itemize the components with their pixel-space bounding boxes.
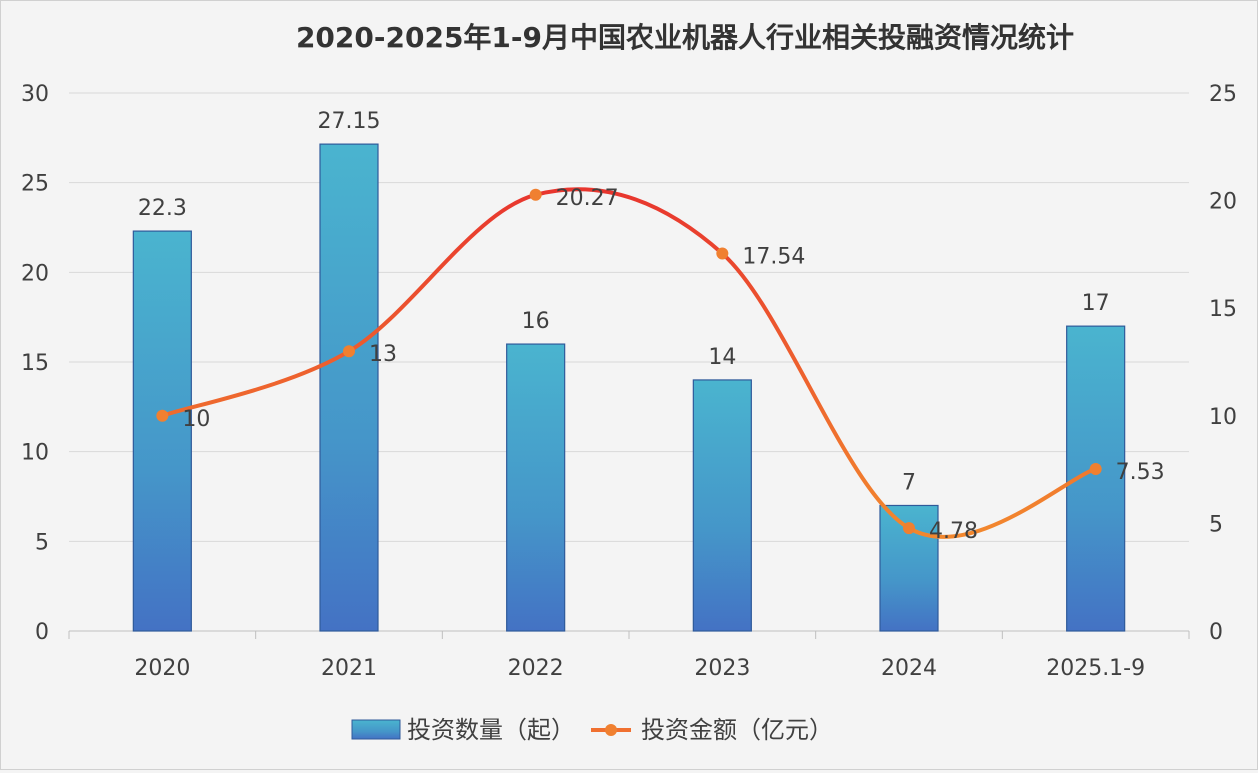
x-tick-label: 2020 [134, 656, 190, 681]
bar [319, 143, 379, 632]
line-point [343, 345, 355, 358]
bar [692, 379, 752, 632]
y-right-tick-label: 20 [1209, 190, 1237, 215]
legend-line-marker [605, 724, 617, 736]
chart-title: 2020-2025年1-9月中国农业机器人行业相关投融资情况统计 [296, 21, 1074, 54]
x-tick-label: 2025.1-9 [1046, 656, 1145, 681]
legend-bar-label: 投资数量（起） [407, 716, 575, 744]
bar-data-label: 16 [522, 309, 550, 334]
bar [506, 343, 566, 632]
y-right-tick-label: 10 [1209, 405, 1237, 430]
y-right-tick-label: 25 [1209, 82, 1237, 107]
y-left-tick-label: 5 [35, 530, 49, 555]
y-left-tick-label: 25 [21, 172, 49, 197]
bar-data-label: 7 [902, 470, 916, 495]
line-point [716, 247, 729, 260]
bar-data-label: 14 [708, 345, 736, 370]
line-data-label: 7.53 [1116, 460, 1165, 485]
y-right-tick-label: 5 [1209, 512, 1223, 537]
y-left-tick-label: 10 [21, 441, 49, 466]
bar [132, 230, 192, 632]
legend-bar-swatch [351, 719, 401, 740]
line-point [903, 522, 915, 535]
line-point [156, 409, 169, 422]
y-left-tick-label: 15 [21, 351, 49, 376]
line-point [1089, 462, 1102, 475]
legend: 投资数量（起） 投资金额（亿元） [351, 716, 833, 744]
y-right-tick-label: 0 [1209, 620, 1223, 645]
line-data-label: 10 [182, 407, 210, 432]
y-right-tick-label: 15 [1209, 297, 1237, 322]
bar-data-label: 22.3 [138, 196, 187, 221]
legend-line-label: 投资金额（亿元） [641, 716, 833, 744]
y-left-tick-label: 30 [21, 82, 49, 107]
x-tick-label: 2022 [508, 656, 564, 681]
line-data-label: 20.27 [556, 186, 619, 211]
line-data-label: 17.54 [742, 245, 805, 270]
line-data-label: 13 [369, 342, 397, 367]
y-left-tick-label: 20 [21, 261, 49, 286]
bar-data-label: 17 [1082, 291, 1110, 316]
line-series [161, 187, 1097, 539]
bar-data-label: 27.15 [318, 109, 381, 134]
y-left-tick-label: 0 [35, 620, 49, 645]
x-tick-label: 2023 [694, 656, 750, 681]
line-data-label: 4.78 [929, 519, 978, 544]
line-point [529, 188, 542, 201]
x-tick-label: 2021 [321, 656, 377, 681]
x-tick-label: 2024 [881, 656, 937, 681]
